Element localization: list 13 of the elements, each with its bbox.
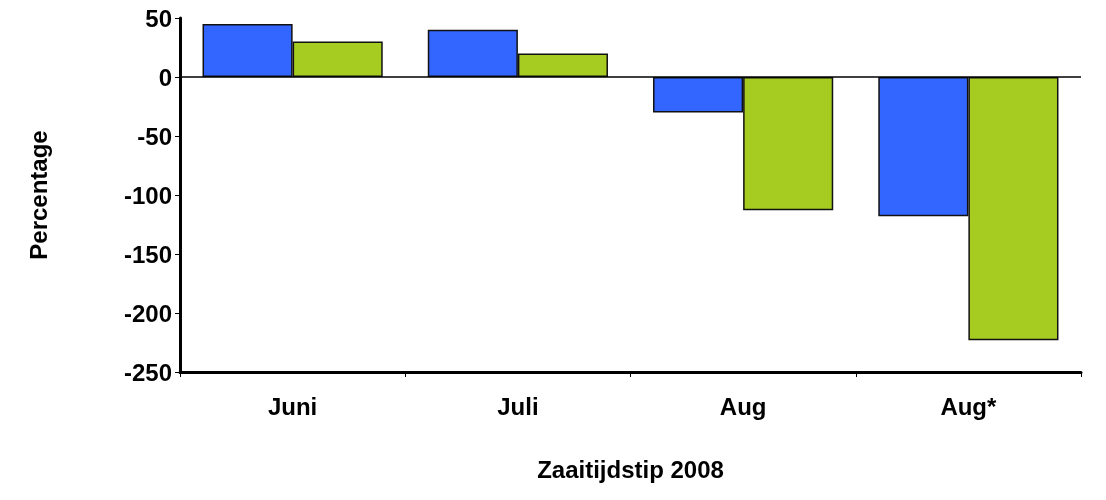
x-axis-title: Zaaitijdstip 2008 — [537, 455, 724, 483]
y-tick-label: -100 — [123, 181, 172, 209]
x-tick-label: Aug* — [940, 392, 998, 420]
y-tick-label: -250 — [123, 358, 172, 386]
y-axis-title: Percentage — [24, 130, 52, 260]
y-tick-label: 50 — [145, 4, 172, 32]
y-tick-label: -200 — [123, 299, 172, 327]
y-tick-label: -50 — [137, 122, 172, 150]
x-tick-label: Aug — [719, 392, 767, 420]
x-tick-label: Juli — [497, 392, 539, 420]
x-tick-label: Juni — [267, 392, 318, 420]
y-tick-label: 0 — [158, 63, 172, 91]
y-tick-label: -150 — [123, 240, 172, 268]
